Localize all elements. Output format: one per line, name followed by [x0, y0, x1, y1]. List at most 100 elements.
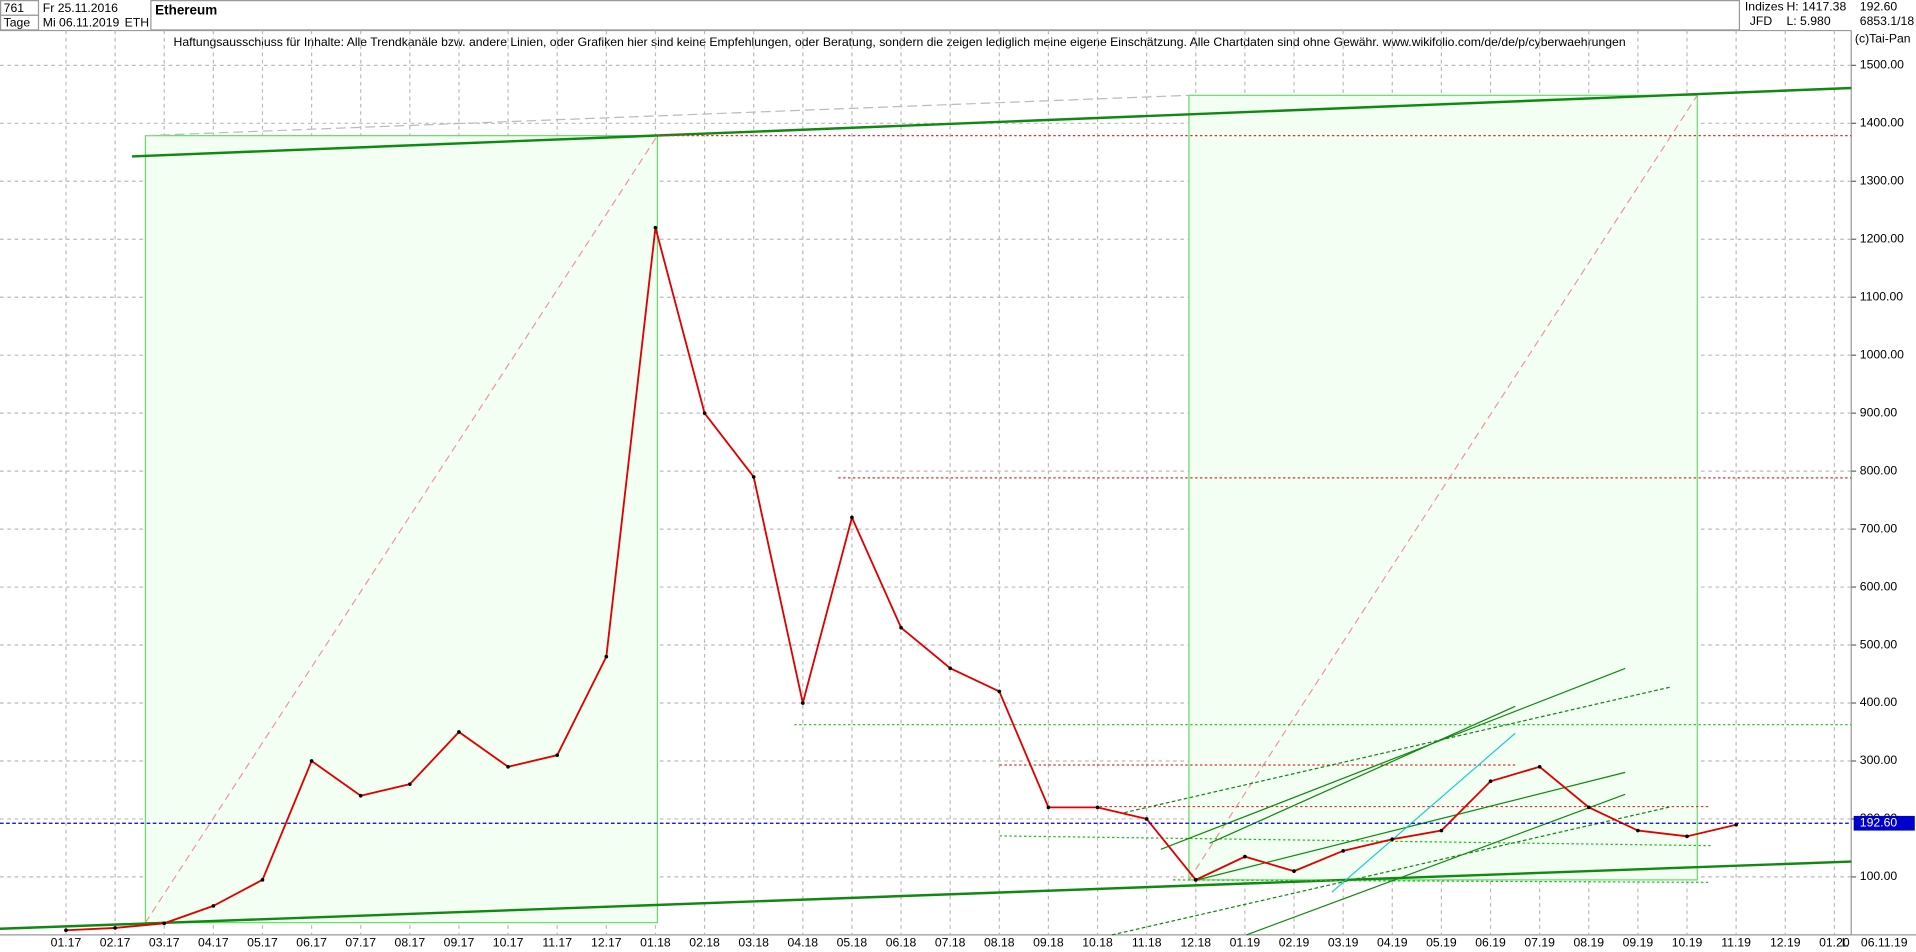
- price-point: [850, 515, 854, 520]
- channel: [1124, 686, 1672, 814]
- price-point: [358, 793, 363, 798]
- price-point: [1046, 805, 1051, 810]
- plot: [0, 225, 1852, 933]
- channel: [1160, 667, 1626, 850]
- x-tick-label: 04.18: [788, 936, 819, 950]
- x-tick-label: 07.17: [345, 936, 376, 950]
- x-tick-label: 06.18: [886, 936, 917, 950]
- title-box: [150, 0, 1741, 31]
- y-tick-label: 1300.00: [1860, 174, 1904, 188]
- y-tick-label: 400.00: [1860, 695, 1898, 709]
- symbol: ETH: [125, 15, 149, 29]
- price-point: [751, 475, 756, 479]
- x-tick-label: 11.18: [1132, 936, 1162, 950]
- y-tick-label: 1000.00: [1860, 347, 1904, 361]
- count: 761: [4, 1, 25, 15]
- y-tick-label: 1100.00: [1860, 289, 1903, 303]
- price-point: [1488, 779, 1493, 784]
- price-point: [1144, 817, 1149, 821]
- price-point: [1243, 854, 1247, 859]
- price-point: [702, 411, 707, 415]
- price-point: [309, 759, 314, 763]
- channel: [1197, 771, 1626, 881]
- x-tick-label: 01.19: [1230, 936, 1261, 950]
- x-tick-label: 12.17: [591, 936, 622, 950]
- x-tick-label: 12.19: [1770, 936, 1801, 950]
- price-point: [1095, 805, 1100, 810]
- x-tick-label: 05.18: [837, 936, 868, 950]
- x-tick-label: 08.19: [1573, 936, 1604, 950]
- x-tick-label: 08.18: [984, 936, 1015, 950]
- y-tick-label: 500.00: [1860, 637, 1898, 651]
- diagonal: [144, 135, 658, 924]
- high: H: 1417.38: [1786, 0, 1846, 14]
- y-tick-label: 1500.00: [1860, 58, 1904, 72]
- x-tick-label: 06.19: [1475, 936, 1506, 950]
- last: 192.60: [1860, 0, 1898, 14]
- price-point: [1341, 849, 1345, 853]
- x-tick-label: 03.19: [1328, 936, 1359, 950]
- channel: [1331, 732, 1516, 893]
- last-price-label: 192.60: [1860, 815, 1898, 829]
- x-tick-label: 10.19: [1672, 936, 1703, 950]
- x-tick-label: 01.18: [640, 936, 671, 950]
- trendline: [0, 860, 1852, 931]
- price-point: [653, 225, 658, 230]
- x-tick-label: 10.17: [493, 936, 524, 950]
- x-tick-label: 04.17: [198, 936, 229, 950]
- price-point: [1586, 805, 1591, 810]
- group: Indizes: [1745, 0, 1784, 14]
- y-tick-label: 1400.00: [1860, 116, 1904, 130]
- price-point: [555, 753, 560, 758]
- x-tick-label: 12.18: [1181, 936, 1212, 950]
- x-tick-label: 06.17: [296, 936, 327, 950]
- x-tick-label: 02.17: [100, 936, 131, 950]
- x-tick-label: 07.19: [1524, 936, 1555, 950]
- copyright: (c)Tai-Pan: [1855, 31, 1911, 45]
- x-tick-label: 04.19: [1377, 936, 1408, 950]
- x-tick-label: 01.20: [1819, 936, 1850, 950]
- price-point: [997, 689, 1002, 694]
- last-price-box: [1853, 815, 1915, 831]
- channel: [1209, 705, 1516, 844]
- x-tick-label: 05.19: [1426, 936, 1457, 950]
- price-point: [800, 701, 805, 705]
- x-tick-label: 08.17: [395, 936, 426, 950]
- trendline: [131, 86, 1852, 158]
- price-point: [899, 625, 903, 630]
- subtitle: Haftungsausschluss für Inhalte: Alle Tre…: [174, 35, 1626, 49]
- price-point: [1439, 828, 1444, 833]
- x-tick-label: 02.19: [1279, 936, 1310, 950]
- price-point: [1390, 837, 1395, 842]
- x-tick-label: 05.17: [247, 936, 278, 950]
- x-tick-label: 02.18: [689, 936, 720, 950]
- y-tick-label: 100.00: [1860, 869, 1898, 883]
- x-tick-label: 10.18: [1082, 936, 1113, 950]
- price-point: [457, 730, 461, 734]
- price-point: [1685, 834, 1689, 839]
- info: 6853.1/18: [1860, 14, 1915, 28]
- annotations: [0, 86, 1852, 936]
- price-point: [211, 904, 216, 908]
- y-tick-label: 900.00: [1860, 405, 1898, 419]
- price-point: [604, 654, 609, 659]
- start-date: Fr 25.11.2016: [43, 1, 118, 15]
- y-tick-label: 700.00: [1860, 521, 1898, 535]
- level: [999, 835, 1711, 847]
- x-tick-label: 09.18: [1033, 936, 1064, 950]
- price-point: [1193, 877, 1198, 882]
- low: L: 5.980: [1786, 14, 1830, 28]
- x-tick-label: 01.17: [51, 936, 82, 950]
- level: [1173, 879, 1711, 883]
- x-tick-label: 11.17: [542, 936, 572, 950]
- diagonal: [1188, 94, 1698, 881]
- y-tick-label: 300.00: [1860, 753, 1898, 767]
- channel: [1111, 805, 1672, 936]
- price-point: [260, 877, 265, 882]
- x-tick-label: 07.18: [935, 936, 966, 950]
- price-point: [1636, 828, 1640, 833]
- price-point: [162, 921, 167, 926]
- x-tick-label: 11.19: [1721, 936, 1751, 950]
